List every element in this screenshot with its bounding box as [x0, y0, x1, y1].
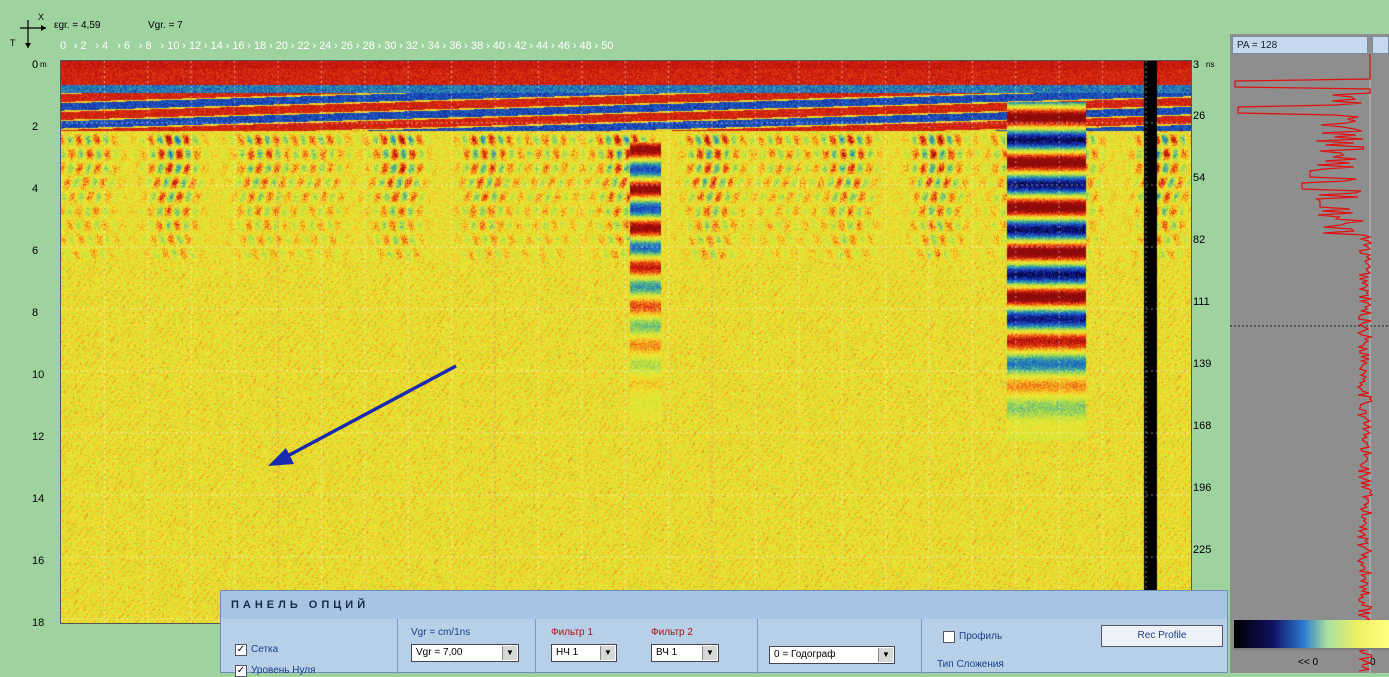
trace-plot [1230, 54, 1389, 673]
separator [921, 619, 922, 674]
filter2-select-value: ВЧ 1 [656, 647, 678, 658]
permittivity-label: εgr. = 4,59 [54, 20, 101, 31]
time-tick-label: 225 [1193, 544, 1212, 556]
annotation-arrow [268, 364, 457, 466]
depth-tick-label: 10 [32, 369, 45, 381]
zero-level-checkbox-label: Уровень Нуля [251, 665, 316, 676]
x-tick-label: › 4 [95, 40, 109, 52]
x-tick-label: › 14 [203, 40, 223, 52]
depth-tick-label: 12 [32, 431, 45, 443]
color-scale-left-label: << 0 [1298, 657, 1319, 668]
x-axis-symbol: X [38, 12, 45, 22]
filter2-select[interactable]: ВЧ 1 ▼ [651, 644, 719, 662]
axis-orientation-icon [20, 20, 46, 48]
depth-tick-label: 14 [32, 493, 45, 505]
depth-tick-label: 16 [32, 555, 45, 567]
chevron-down-icon[interactable]: ▼ [702, 646, 717, 660]
x-tick-label: › 30 [377, 40, 397, 52]
color-scale-bar [1234, 620, 1389, 650]
time-unit-label: ns [1206, 60, 1215, 69]
depth-tick-label: 6 [32, 245, 39, 257]
time-tick-label: 111 [1193, 296, 1210, 308]
x-tick-label: › 44 [529, 40, 549, 52]
options-panel-title: ПАНЕЛЬ ОПЦИЙ [221, 591, 1227, 619]
x-tick-label: › 40 [486, 40, 505, 52]
x-tick-label: › 46 [551, 40, 571, 52]
separator [397, 619, 398, 674]
t-axis-symbol: T [10, 38, 16, 48]
depth-tick-label: 8 [32, 307, 39, 319]
chevron-down-icon[interactable]: ▼ [878, 648, 893, 662]
vgr-units-label: Vgr = cm/1ns [411, 627, 471, 638]
time-tick-label: 82 [1193, 234, 1206, 246]
x-tick-label: › 32 [399, 40, 419, 52]
rec-profile-button[interactable]: Rec Profile [1101, 625, 1223, 647]
velocity-label: Vgr. = 7 [148, 20, 183, 31]
trace-panel[interactable]: PA = 128 [1230, 34, 1389, 673]
vgr-select[interactable]: Vgr = 7,00 ▼ [411, 644, 519, 662]
filter1-select[interactable]: НЧ 1 ▼ [551, 644, 617, 662]
depth-tick-label: 4 [32, 183, 39, 195]
x-tick-label: › 34 [420, 40, 440, 52]
grid-checkbox-label: Сетка [251, 644, 279, 655]
time-tick-label: 54 [1193, 172, 1206, 184]
x-tick-label: › 48 [572, 40, 592, 52]
depth-tick-label: 18 [32, 617, 45, 629]
x-tick-label: › 36 [442, 40, 462, 52]
x-tick-label: › 26 [334, 40, 354, 52]
time-tick-label: 3 [1193, 59, 1200, 71]
depth-unit-label: m [40, 60, 47, 69]
x-tick-label: › 16 [225, 40, 245, 52]
x-tick-label: › 20 [269, 40, 288, 52]
chevron-down-icon[interactable]: ▼ [502, 646, 517, 660]
time-tick-label: 26 [1193, 110, 1206, 122]
stack-type-label: Тип Сложения [937, 659, 1004, 670]
x-tick-label: › 24 [312, 40, 332, 52]
filter2-label: Фильтр 2 [651, 627, 693, 638]
x-tick-label: › 50 [594, 40, 614, 52]
options-panel: ПАНЕЛЬ ОПЦИЙ ✓ Сетка ✓ Уровень Нуля Vgr … [220, 590, 1228, 677]
x-tick-label: › 8 [138, 40, 152, 52]
x-tick-label: › 10 [160, 40, 180, 52]
vgr-select-value: Vgr = 7,00 [416, 647, 463, 658]
separator [757, 619, 758, 674]
separator [535, 619, 536, 674]
chevron-down-icon[interactable]: ▼ [600, 646, 615, 660]
depth-tick-label: 2 [32, 121, 39, 133]
x-tick-label: › 2 [73, 40, 87, 52]
filter1-select-value: НЧ 1 [556, 647, 579, 658]
time-tick-label: 168 [1193, 420, 1212, 432]
x-tick-label: › 28 [355, 40, 375, 52]
x-tick-label: › 12 [182, 40, 202, 52]
radargram-image[interactable] [60, 60, 1192, 624]
profile-checkbox-label: Профиль [959, 631, 1003, 642]
profile-checkbox[interactable] [943, 631, 955, 643]
zero-level-checkbox[interactable]: ✓ [235, 665, 247, 677]
x-tick-label: › 42 [507, 40, 527, 52]
time-tick-label: 196 [1193, 482, 1212, 494]
x-tick-label: › 18 [247, 40, 267, 52]
x-tick-label: › 6 [117, 40, 130, 52]
hodograph-select-value: 0 = Годограф [774, 649, 836, 660]
pa-field[interactable]: PA = 128 [1232, 36, 1368, 54]
hodograph-select[interactable]: 0 = Годограф ▼ [769, 646, 895, 664]
x-tick-label: 0 [60, 40, 67, 52]
filter1-label: Фильтр 1 [551, 627, 593, 638]
grid-checkbox[interactable]: ✓ [235, 644, 247, 656]
depth-tick-label: 0 [32, 59, 39, 71]
x-tick-label: › 22 [290, 40, 310, 52]
color-scale-right-label: 0 [1370, 657, 1376, 668]
time-tick-label: 139 [1193, 358, 1212, 370]
x-tick-label: › 38 [464, 40, 484, 52]
